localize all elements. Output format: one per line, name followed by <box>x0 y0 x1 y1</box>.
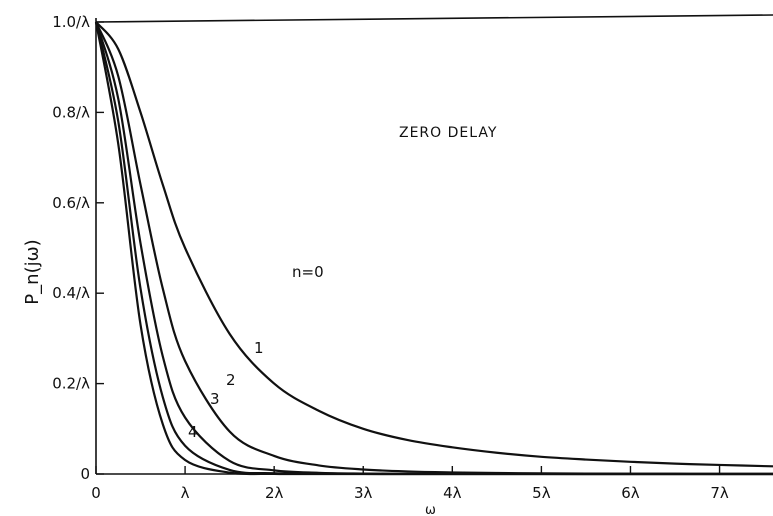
curve-label-2: 2 <box>226 371 236 389</box>
curve-label-1: 1 <box>254 339 264 357</box>
series-line-0 <box>95 21 773 468</box>
x-tick-label: 4λ <box>443 484 462 502</box>
series-line-3 <box>94 21 773 476</box>
ticks: 0 λ 2λ 3λ 4λ 5λ 6λ 7λ 0 0.2/λ 0.4/λ 0.6/λ 0.8/λ 1.0/λ <box>52 13 729 502</box>
curve-label-4: 4 <box>188 423 198 441</box>
series-line-4 <box>94 21 773 476</box>
axes <box>95 14 773 475</box>
curves <box>94 21 773 476</box>
chart-title: ZERO DELAY <box>399 125 497 141</box>
x-tick-label: 7λ <box>710 484 729 502</box>
x-tick-label: 3λ <box>354 484 373 502</box>
y-tick-label: 0.6/λ <box>52 194 90 212</box>
curve-label-3: 3 <box>210 390 220 408</box>
curve-label-n0: n=0 <box>292 263 324 281</box>
x-tick-label: 6λ <box>621 484 640 502</box>
y-tick-label: 1.0/λ <box>52 13 90 31</box>
y-tick-label: 0 <box>80 465 90 483</box>
x-tick-label: 2λ <box>265 484 284 502</box>
y-tick-label: 0.4/λ <box>52 284 90 302</box>
x-tick-label: λ <box>181 484 190 502</box>
x-tick-label: 0 <box>91 484 101 502</box>
y-axis-label: P_n(jω) <box>22 239 43 304</box>
top-reference-line <box>95 14 773 23</box>
y-tick-label: 0.2/λ <box>52 375 90 393</box>
series-line-2 <box>94 21 773 476</box>
x-tick-label: 5λ <box>532 484 551 502</box>
series-line-1 <box>94 21 773 475</box>
y-tick-label: 0.8/λ <box>52 103 90 121</box>
x-axis-label: ω <box>425 503 436 516</box>
